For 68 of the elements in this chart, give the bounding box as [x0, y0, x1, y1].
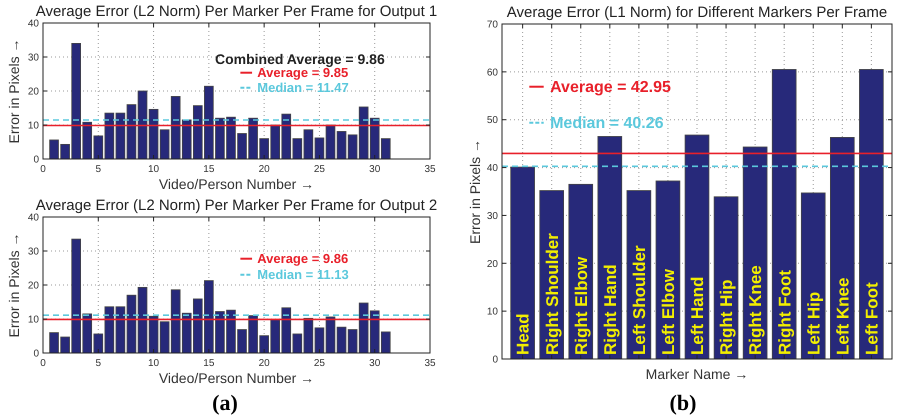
bar: [656, 180, 680, 360]
x-tick-label: 5: [96, 164, 102, 175]
chart-title: Average Error (L1 Norm) for Different Markers Per Frame: [506, 4, 888, 21]
y-axis-title: Error in Pixels →: [6, 232, 22, 338]
chart-title: Average Error (L2 Norm) Per Marker Per Frame for Output 1: [36, 3, 438, 20]
x-tick-label: 10: [148, 358, 160, 369]
bar: [510, 166, 535, 360]
bar: [800, 192, 826, 360]
y-tick-label: 0: [33, 154, 40, 166]
x-tick-label: 5: [96, 358, 102, 369]
x-axis-title: Video/Person Number →: [158, 176, 314, 192]
y-tick-label: 60: [486, 67, 498, 78]
y-axis-title: Error in Pixels →: [6, 38, 22, 144]
x-tick-label: 30: [369, 358, 381, 369]
legend-label: Median = 11.13: [257, 267, 349, 282]
x-axis-title: Marker Name →: [646, 366, 748, 382]
x-tick-label: Left Foot: [862, 282, 882, 355]
y-tick-label: 70: [486, 20, 498, 30]
bar: [772, 69, 796, 360]
y-tick-label: 30: [28, 52, 40, 64]
x-tick-label: 25: [314, 358, 326, 369]
bar: [684, 134, 710, 360]
y-tick-label: 50: [486, 115, 498, 126]
x-tick-label: 0: [40, 164, 46, 175]
legend-label: Average = 9.86: [257, 251, 348, 266]
x-tick-label: Head: [514, 313, 533, 355]
x-tick-label: Right Shoulder: [542, 232, 562, 355]
x-tick-label: 20: [258, 358, 270, 369]
x-axis-title: Video/Person Number →: [158, 370, 314, 386]
text: (b): [670, 390, 696, 415]
x-tick-label: 10: [148, 164, 160, 175]
bar: [830, 137, 855, 360]
x-tick-label: 35: [424, 358, 436, 369]
x-tick-label: 25: [314, 164, 326, 175]
y-tick-label: 40: [28, 212, 40, 224]
x-tick-label: Right Foot: [775, 270, 794, 355]
bar: [598, 136, 622, 360]
x-tick-label: Right Hip: [717, 279, 736, 355]
legend-label: Median = 11.47: [257, 80, 349, 95]
x-tick-label: 0: [40, 358, 46, 369]
x-tick-label: Right Hand: [600, 264, 620, 355]
x-tick-label: 20: [258, 164, 270, 175]
x-tick-label: Left Hand: [688, 276, 708, 355]
y-tick-label: 10: [28, 120, 40, 132]
chart-title: Average Error (L2 Norm) Per Marker Per Frame for Output 2: [36, 197, 438, 214]
text: (a): [212, 390, 238, 415]
x-tick-label: Right Elbow: [572, 256, 591, 355]
x-tick-label: Left Hip: [804, 292, 824, 355]
x-tick-label: Left Shoulder: [630, 245, 649, 355]
annotation: Combined Average = 9.86: [215, 51, 385, 67]
y-tick-label: 40: [486, 163, 498, 174]
x-tick-label: 30: [369, 164, 381, 175]
y-tick-label: 40: [28, 18, 40, 30]
x-tick-label: Left Knee: [833, 278, 852, 355]
y-tick-label: 30: [28, 246, 40, 258]
y-tick-label: 20: [28, 86, 40, 98]
bar: [714, 196, 738, 360]
legend-label: Median = 40.26: [550, 115, 664, 132]
x-tick-label: Right Knee: [746, 265, 766, 355]
y-axis-title: Error in Pixels →: [467, 138, 483, 244]
bar: [859, 69, 884, 360]
x-tick-label: 15: [203, 164, 215, 175]
x-tick-label: Left Elbow: [659, 268, 678, 355]
y-tick-label: 30: [486, 210, 498, 222]
x-tick-label: 35: [424, 164, 436, 175]
bar: [742, 146, 768, 360]
x-tick-label: 15: [203, 358, 215, 369]
legend-label: Average = 42.95: [550, 79, 672, 96]
